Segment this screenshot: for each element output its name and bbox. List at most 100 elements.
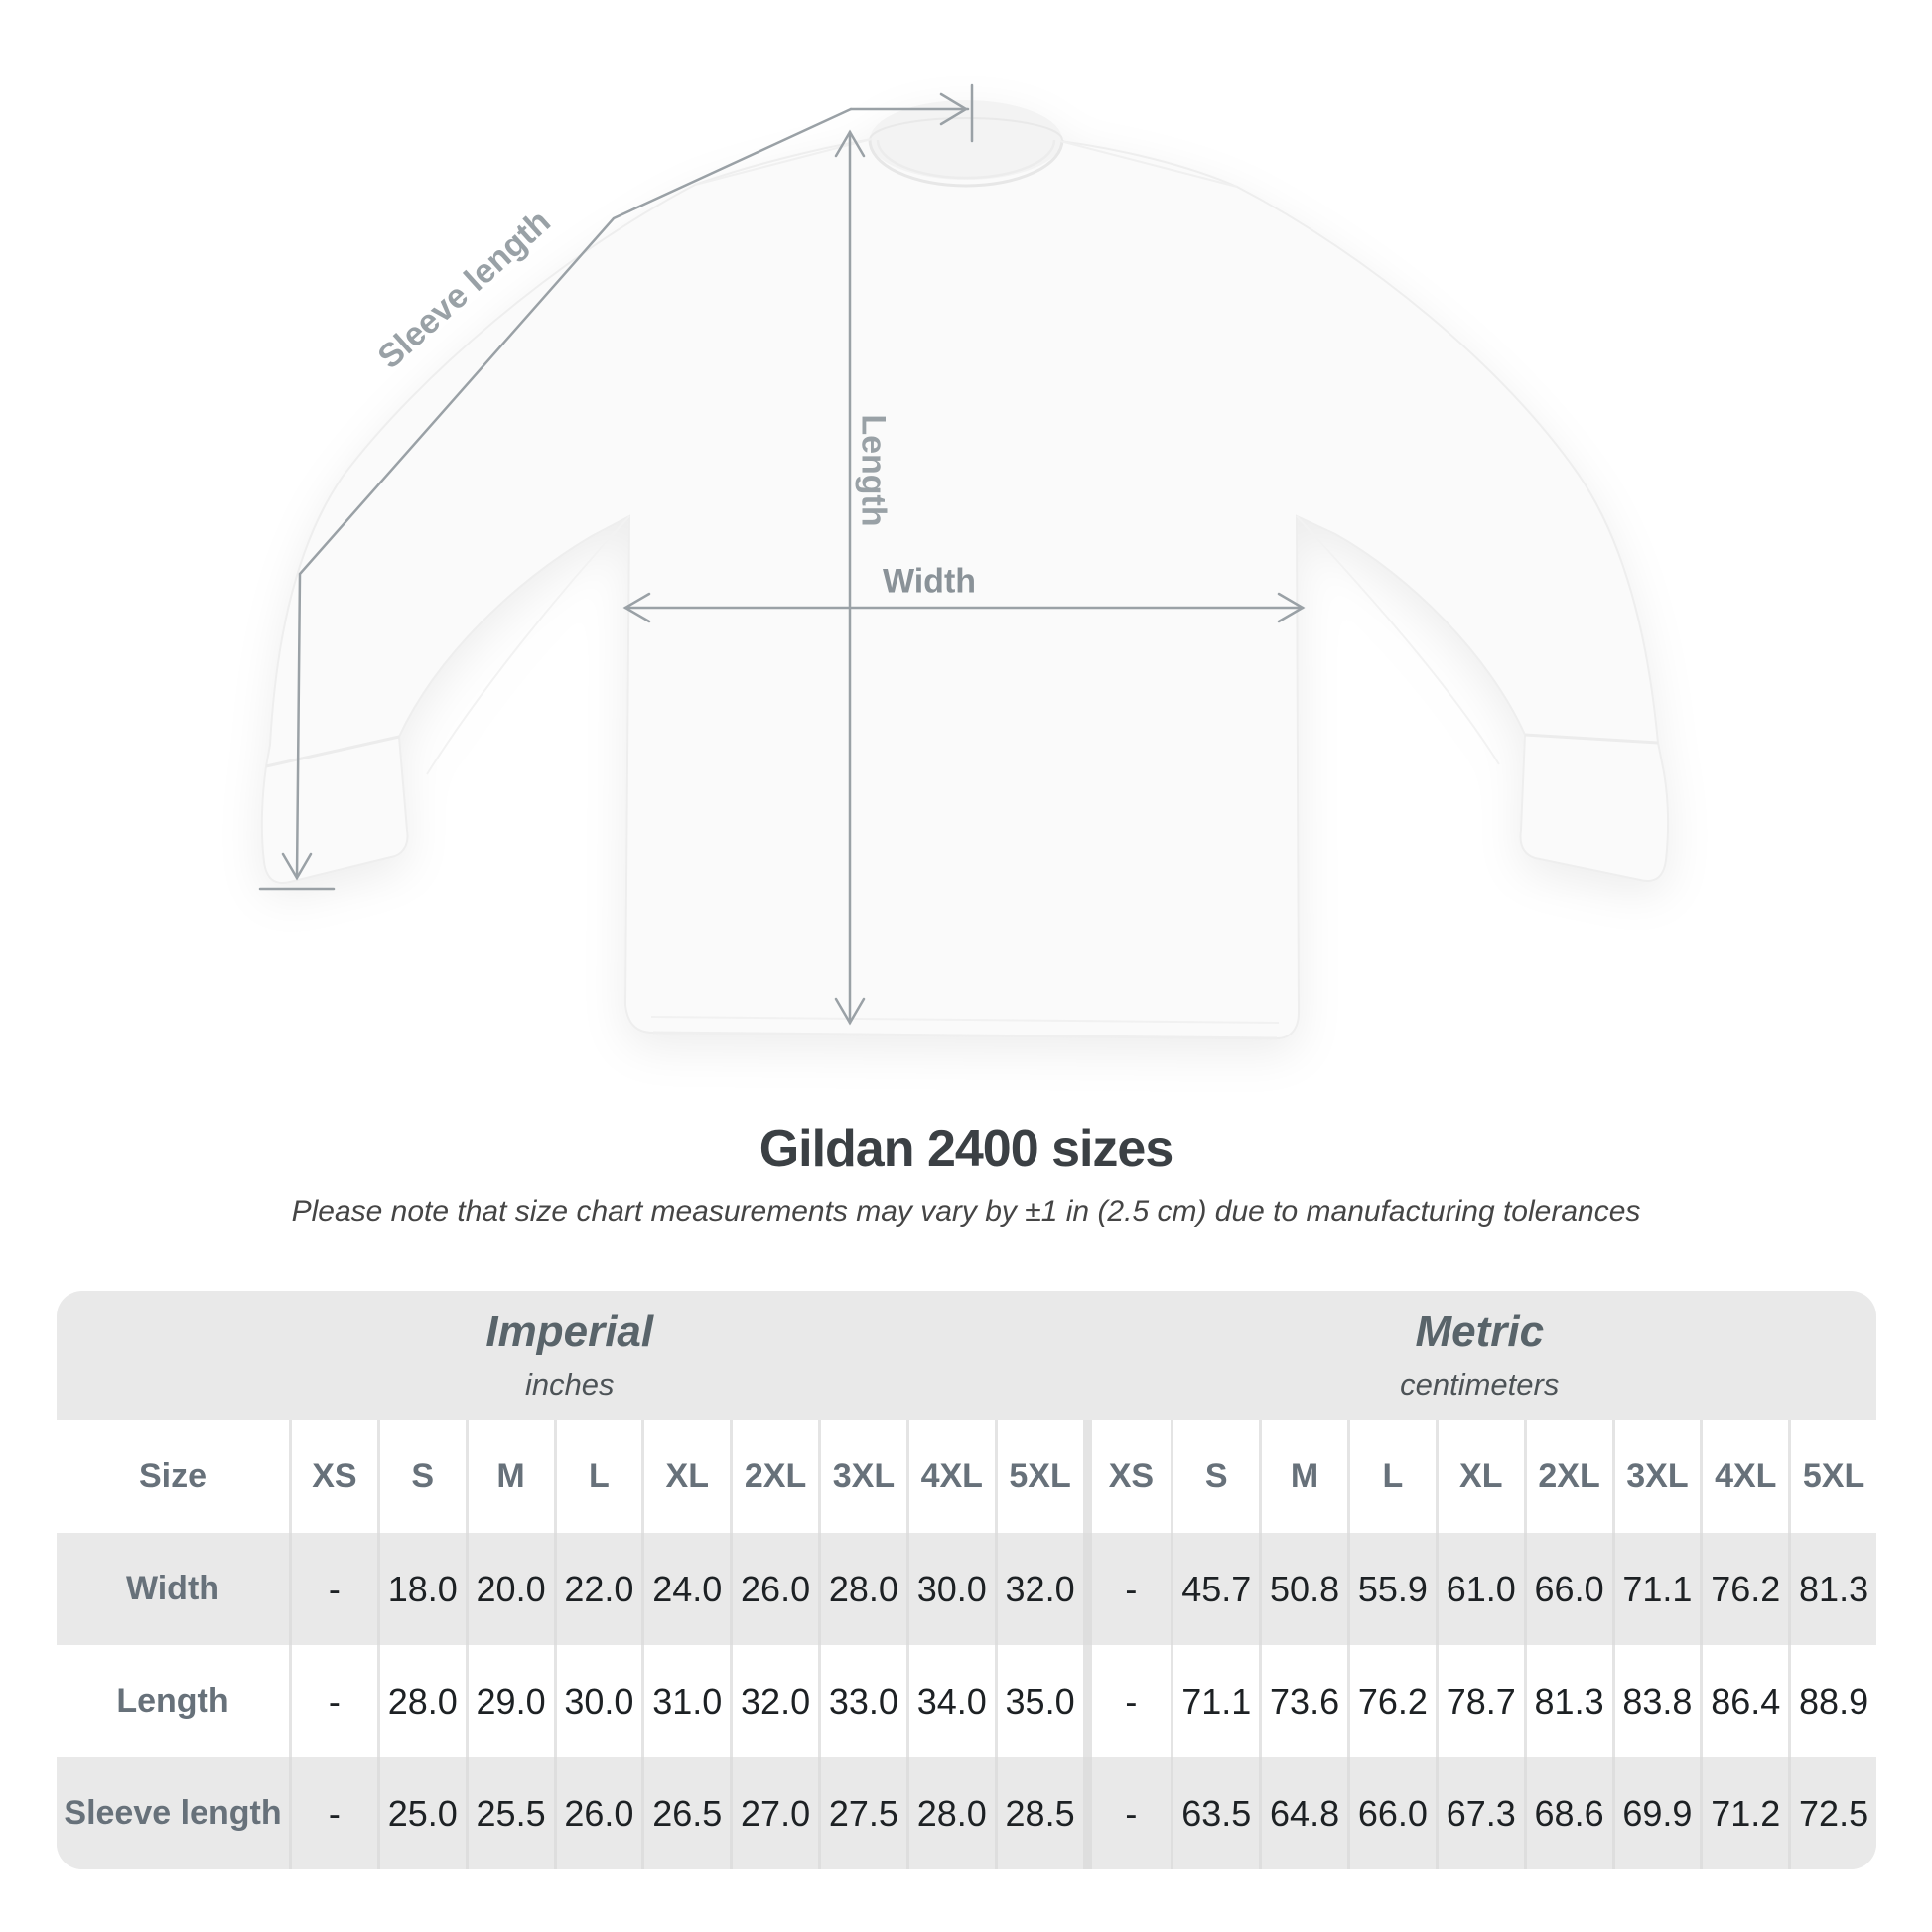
- table-cell: 22.0: [553, 1533, 642, 1645]
- size-chart-table: Imperial inches Metric centimeters Size X…: [57, 1291, 1876, 1869]
- table-cell: 26.5: [641, 1757, 731, 1869]
- table-cell: 25.5: [465, 1757, 554, 1869]
- table-cell: 69.9: [1611, 1757, 1701, 1869]
- table-cell: 71.2: [1700, 1757, 1789, 1869]
- table-cell: 32.0: [994, 1533, 1083, 1645]
- table-cell: 30.0: [553, 1645, 642, 1757]
- size-chart-grid: Imperial inches Metric centimeters Size X…: [57, 1291, 1876, 1869]
- size-header-3xl: 3XL: [1611, 1420, 1701, 1533]
- size-header-xl: XL: [1435, 1420, 1524, 1533]
- metric-unit-label: centimeters: [1400, 1367, 1560, 1402]
- table-cell: 32.0: [730, 1645, 818, 1757]
- table-cell: 27.0: [730, 1757, 818, 1869]
- table-cell: 31.0: [641, 1645, 731, 1757]
- table-cell: 73.6: [1259, 1645, 1347, 1757]
- table-cell: -: [289, 1757, 377, 1869]
- size-header-s: S: [1171, 1420, 1260, 1533]
- table-cell: 66.0: [1347, 1757, 1436, 1869]
- table-cell: 63.5: [1171, 1757, 1260, 1869]
- table-cell: 34.0: [905, 1645, 995, 1757]
- table-cell: 66.0: [1523, 1533, 1612, 1645]
- table-cell: 27.5: [818, 1757, 906, 1869]
- imperial-unit-label: inches: [524, 1367, 615, 1402]
- size-header-xs: XS: [1082, 1420, 1172, 1533]
- size-header-l: L: [553, 1420, 642, 1533]
- table-cell: 20.0: [465, 1533, 554, 1645]
- size-header-m: M: [1259, 1420, 1347, 1533]
- row-label-length: Length: [57, 1645, 289, 1757]
- table-cell: 29.0: [465, 1645, 554, 1757]
- shirt-diagram: Sleeve length Length Width: [258, 83, 1670, 1040]
- left-cuff-seam: [265, 735, 400, 768]
- metric-group-header: Metric centimeters: [1083, 1291, 1877, 1420]
- table-cell: 35.0: [994, 1645, 1083, 1757]
- table-cell: 28.5: [994, 1757, 1083, 1869]
- size-header-l: L: [1347, 1420, 1436, 1533]
- size-header-4xl: 4XL: [905, 1420, 995, 1533]
- metric-label: Metric: [1415, 1308, 1545, 1356]
- width-measure-line: [622, 592, 1306, 623]
- table-cell: 71.1: [1171, 1645, 1260, 1757]
- table-cell: 33.0: [818, 1645, 906, 1757]
- table-cell: 76.2: [1347, 1645, 1436, 1757]
- collar-seam: [868, 139, 1064, 188]
- table-cell: -: [1082, 1533, 1172, 1645]
- collar-opening: [870, 100, 1062, 180]
- table-cell: 55.9: [1347, 1533, 1436, 1645]
- table-cell: 45.7: [1171, 1533, 1260, 1645]
- table-cell: 50.8: [1259, 1533, 1347, 1645]
- sleeve-length-measure-line: [258, 83, 974, 891]
- size-header-2xl: 2XL: [730, 1420, 818, 1533]
- size-header-s: S: [376, 1420, 466, 1533]
- table-cell: 78.7: [1435, 1645, 1524, 1757]
- table-cell: 81.3: [1523, 1645, 1612, 1757]
- size-header-2xl: 2XL: [1523, 1420, 1612, 1533]
- table-cell: 76.2: [1700, 1533, 1789, 1645]
- width-label: Width: [882, 562, 977, 601]
- size-header-xl: XL: [641, 1420, 731, 1533]
- table-cell: 64.8: [1259, 1757, 1347, 1869]
- table-cell: 30.0: [905, 1533, 995, 1645]
- table-cell: -: [1082, 1645, 1172, 1757]
- table-cell: 18.0: [376, 1533, 466, 1645]
- table-cell: 86.4: [1700, 1645, 1789, 1757]
- size-header-5xl: 5XL: [1788, 1420, 1876, 1533]
- table-cell: 28.0: [376, 1645, 466, 1757]
- size-column-title: Size: [57, 1420, 289, 1533]
- shirt-illustration: [258, 83, 1670, 1040]
- imperial-group-header: Imperial inches: [57, 1291, 1083, 1420]
- shirt-silhouette: [260, 100, 1670, 1040]
- table-cell: 28.0: [905, 1757, 995, 1869]
- table-cell: 67.3: [1435, 1757, 1524, 1869]
- length-measure-line: [834, 129, 866, 1026]
- table-cell: -: [1082, 1757, 1172, 1869]
- size-header-m: M: [465, 1420, 554, 1533]
- page-title: Gildan 2400 sizes: [759, 1120, 1174, 1177]
- table-cell: 61.0: [1435, 1533, 1524, 1645]
- size-header-xs: XS: [289, 1420, 377, 1533]
- table-cell: -: [289, 1645, 377, 1757]
- right-cuff-seam: [1524, 733, 1659, 745]
- size-header-3xl: 3XL: [818, 1420, 906, 1533]
- row-label-sleeve-length: Sleeve length: [57, 1757, 289, 1869]
- imperial-label: Imperial: [485, 1308, 654, 1356]
- length-label: Length: [854, 414, 893, 527]
- table-cell: 81.3: [1788, 1533, 1876, 1645]
- tolerance-note: Please note that size chart measurements…: [291, 1195, 1641, 1228]
- table-cell: -: [289, 1533, 377, 1645]
- table-cell: 71.1: [1611, 1533, 1701, 1645]
- size-header-4xl: 4XL: [1700, 1420, 1789, 1533]
- table-cell: 24.0: [641, 1533, 731, 1645]
- table-cell: 26.0: [730, 1533, 818, 1645]
- table-cell: 72.5: [1788, 1757, 1876, 1869]
- table-cell: 68.6: [1523, 1757, 1612, 1869]
- size-header-5xl: 5XL: [994, 1420, 1083, 1533]
- table-cell: 25.0: [376, 1757, 466, 1869]
- row-label-width: Width: [57, 1533, 289, 1645]
- table-cell: 28.0: [818, 1533, 906, 1645]
- table-cell: 26.0: [553, 1757, 642, 1869]
- title-block: Gildan 2400 sizes Please note that size …: [0, 1120, 1932, 1229]
- table-cell: 88.9: [1788, 1645, 1876, 1757]
- table-cell: 83.8: [1611, 1645, 1701, 1757]
